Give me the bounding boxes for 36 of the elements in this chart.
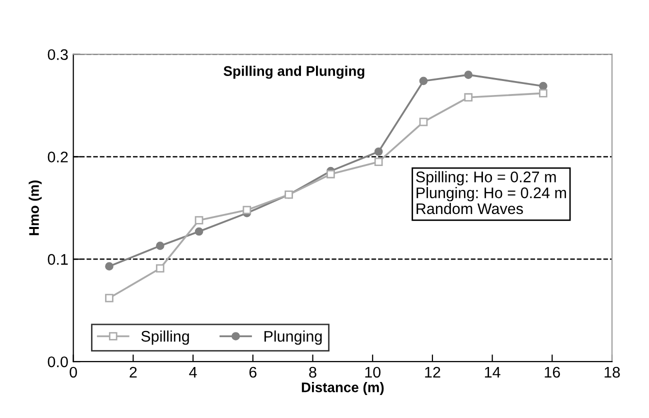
x-tick-label: 2 [130,366,137,378]
x-tick-label: 12 [425,366,440,378]
point [464,93,473,102]
point [194,227,204,236]
point [419,76,428,86]
annotation: Spilling: Ho = 0.27 m Plunging: Ho = 0.24 m Random Waves [416,171,566,214]
y-tick-label: 0.2 [48,152,68,162]
legend-label: Spilling [141,330,189,345]
y-tick-label: 0.3 [48,49,68,60]
point [374,158,383,166]
point [419,118,428,126]
point [464,70,473,79]
x-tick-label: 0 [70,366,77,378]
point [539,82,548,90]
point [539,89,548,98]
x-tick-label: 8 [309,366,316,378]
legend-label: Plunging [264,330,322,345]
point [242,206,252,214]
point [194,216,204,224]
y-tick-label: 0.0 [48,356,68,368]
y-tick-label: 0.1 [48,254,68,265]
point [374,147,383,156]
x-tick-label: 6 [249,366,256,378]
x-tick-label: 18 [604,366,620,378]
text: Spilling and Plunging [224,66,364,79]
point [326,170,335,178]
point [156,242,164,250]
x-tick-label: 16 [544,366,560,378]
point [105,262,114,270]
x-axis-title: Distance (m) [302,382,384,396]
point [156,264,164,273]
x-tick-label: 14 [484,366,500,378]
point [105,294,114,302]
x-tick-label: 4 [189,366,197,378]
x-tick-label: 10 [365,366,380,378]
y-axis-title: Hmo (m) [28,180,42,236]
